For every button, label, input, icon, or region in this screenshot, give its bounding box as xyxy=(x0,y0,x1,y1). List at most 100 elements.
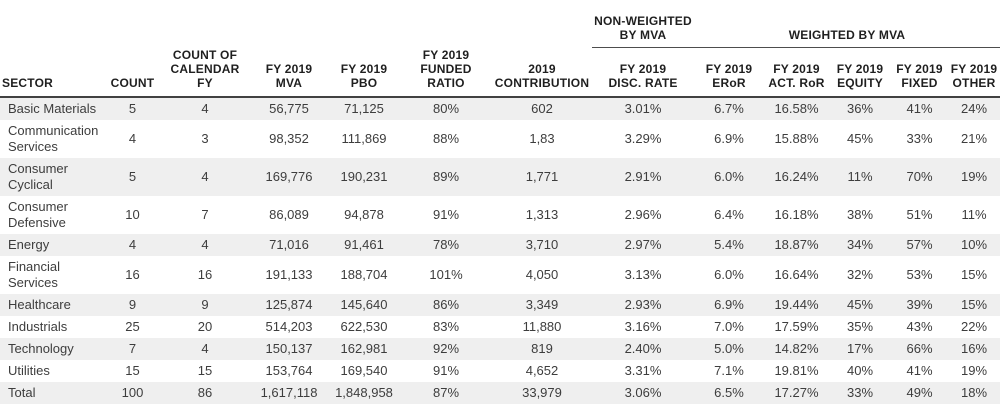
column-header-count-of-calendar-fy: COUNT OF CALENDAR FY xyxy=(160,47,250,98)
value-cell: 1,313 xyxy=(525,206,559,222)
value-cell: 7.0% xyxy=(714,318,744,334)
value-cell: 162,981 xyxy=(340,340,388,356)
value-cell: 51% xyxy=(906,206,933,222)
value-cell: 19% xyxy=(960,362,988,378)
column-header-count: COUNT xyxy=(105,47,160,98)
value-cell: 19% xyxy=(960,168,988,184)
value-cell: 2.93% xyxy=(624,296,662,312)
value-cell: 57% xyxy=(906,236,933,252)
table-row: Total 100 86 1,617,118 1,848,958 87% 33,979 3.0… xyxy=(0,381,1000,404)
value-cell: 7.1% xyxy=(714,362,744,378)
value-cell: 89% xyxy=(432,168,460,184)
sector-cell: Utilities xyxy=(8,362,50,378)
table-row: Financial Services 16 16 191,133 188,704 101%… xyxy=(0,256,1000,294)
value-cell: 21% xyxy=(960,130,988,146)
value-cell: 4 xyxy=(201,236,209,252)
value-cell: 6.9% xyxy=(714,130,744,146)
table-row: Communication Services 4 3 98,352 111,869 88%… xyxy=(0,120,1000,158)
value-cell: 15% xyxy=(960,296,988,312)
column-header-fy2019-disc-rate: FY 2019 DISC. RATE xyxy=(592,47,694,98)
value-cell: 86% xyxy=(432,296,460,312)
value-cell: 71,125 xyxy=(344,100,384,116)
column-header-fy2019-equity: FY 2019 EQUITY xyxy=(829,47,891,98)
value-cell: 35% xyxy=(846,318,874,334)
column-header-fy2019-eror: FY 2019 ERoR xyxy=(694,47,764,98)
value-cell: 111,869 xyxy=(341,130,387,146)
value-cell: 40% xyxy=(846,362,874,378)
sector-cell: Consumer Cyclical xyxy=(8,160,68,192)
group-header-row: NON-WEIGHTED BY MVA WEIGHTED BY MVA xyxy=(0,0,1000,48)
table-row: Healthcare 9 9 125,874 145,640 86% 3,349 2.93% 6… xyxy=(0,293,1000,316)
value-cell: 88% xyxy=(432,130,460,146)
sector-cell: Communication Services xyxy=(8,122,99,154)
value-cell: 45% xyxy=(846,296,874,312)
value-cell: 190,231 xyxy=(340,168,388,184)
value-cell: 11,880 xyxy=(522,318,562,334)
value-cell: 622,530 xyxy=(340,318,388,334)
value-cell: 15.88% xyxy=(774,130,819,146)
value-cell: 6.7% xyxy=(714,100,744,116)
value-cell: 2.96% xyxy=(624,206,662,222)
value-cell: 2.97% xyxy=(624,236,662,252)
value-cell: 19.44% xyxy=(774,296,819,312)
value-cell: 91% xyxy=(432,362,460,378)
value-cell: 1,83 xyxy=(529,130,555,146)
value-cell: 16.64% xyxy=(774,266,819,282)
value-cell: 34% xyxy=(846,236,874,252)
value-cell: 9 xyxy=(128,296,137,312)
table-row: Industrials 25 20 514,203 622,530 83% 11,880 3.… xyxy=(0,316,1000,338)
value-cell: 4 xyxy=(201,100,209,116)
value-cell: 16% xyxy=(960,340,988,356)
value-cell: 6.4% xyxy=(714,206,744,222)
sector-cell: Total xyxy=(8,384,36,400)
value-cell: 16.58% xyxy=(774,100,819,116)
value-cell: 16 xyxy=(125,266,140,282)
value-cell: 169,776 xyxy=(265,168,313,184)
value-cell: 4 xyxy=(201,168,209,184)
value-cell: 38% xyxy=(846,206,874,222)
value-cell: 188,704 xyxy=(340,266,388,282)
value-cell: 6.0% xyxy=(714,168,744,184)
value-cell: 3.29% xyxy=(624,130,662,146)
sector-cell: Industrials xyxy=(8,318,68,334)
value-cell: 191,133 xyxy=(265,266,313,282)
value-cell: 16 xyxy=(197,266,213,282)
value-cell: 43% xyxy=(906,318,933,334)
value-cell: 41% xyxy=(906,362,933,378)
value-cell: 20 xyxy=(197,318,213,334)
value-cell: 10 xyxy=(125,206,140,222)
value-cell: 4 xyxy=(128,130,137,146)
value-cell: 101% xyxy=(429,266,463,282)
value-cell: 125,874 xyxy=(265,296,313,312)
value-cell: 17.59% xyxy=(774,318,819,334)
value-cell: 91,461 xyxy=(344,236,384,252)
value-cell: 100 xyxy=(121,384,144,400)
value-cell: 4,652 xyxy=(525,362,559,378)
value-cell: 3.31% xyxy=(624,362,662,378)
value-cell: 70% xyxy=(906,168,933,184)
value-cell: 4 xyxy=(128,236,137,252)
value-cell: 71,016 xyxy=(269,236,309,252)
group-header-non-weighted-by-mva: NON-WEIGHTED BY MVA xyxy=(592,0,694,48)
value-cell: 6.0% xyxy=(714,266,744,282)
table-header: NON-WEIGHTED BY MVA WEIGHTED BY MVA SECT… xyxy=(0,0,1000,98)
value-cell: 66% xyxy=(906,340,933,356)
value-cell: 22% xyxy=(960,318,988,334)
value-cell: 7 xyxy=(201,206,209,222)
value-cell: 39% xyxy=(906,296,933,312)
group-header-weighted-by-mva: WEIGHTED BY MVA xyxy=(694,0,1000,48)
value-cell: 145,640 xyxy=(340,296,388,312)
column-header-fy2019-other: FY 2019 OTHER xyxy=(948,47,1000,98)
value-cell: 3 xyxy=(201,130,209,146)
value-cell: 86,089 xyxy=(269,206,309,222)
value-cell: 45% xyxy=(846,130,874,146)
table-row: Utilities 15 15 153,764 169,540 91% 4,652 3.31%… xyxy=(0,360,1000,382)
value-cell: 150,137 xyxy=(265,340,313,356)
value-cell: 18.87% xyxy=(774,236,819,252)
value-cell: 9 xyxy=(201,296,209,312)
value-cell: 3.06% xyxy=(624,384,662,400)
table-row: Consumer Cyclical 5 4 169,776 190,231 89% 1,77… xyxy=(0,157,1000,196)
column-header-fy2019-pbo: FY 2019 PBO xyxy=(328,47,400,98)
column-header-fy2019-funded-ratio: FY 2019 FUNDED RATIO xyxy=(400,47,492,98)
